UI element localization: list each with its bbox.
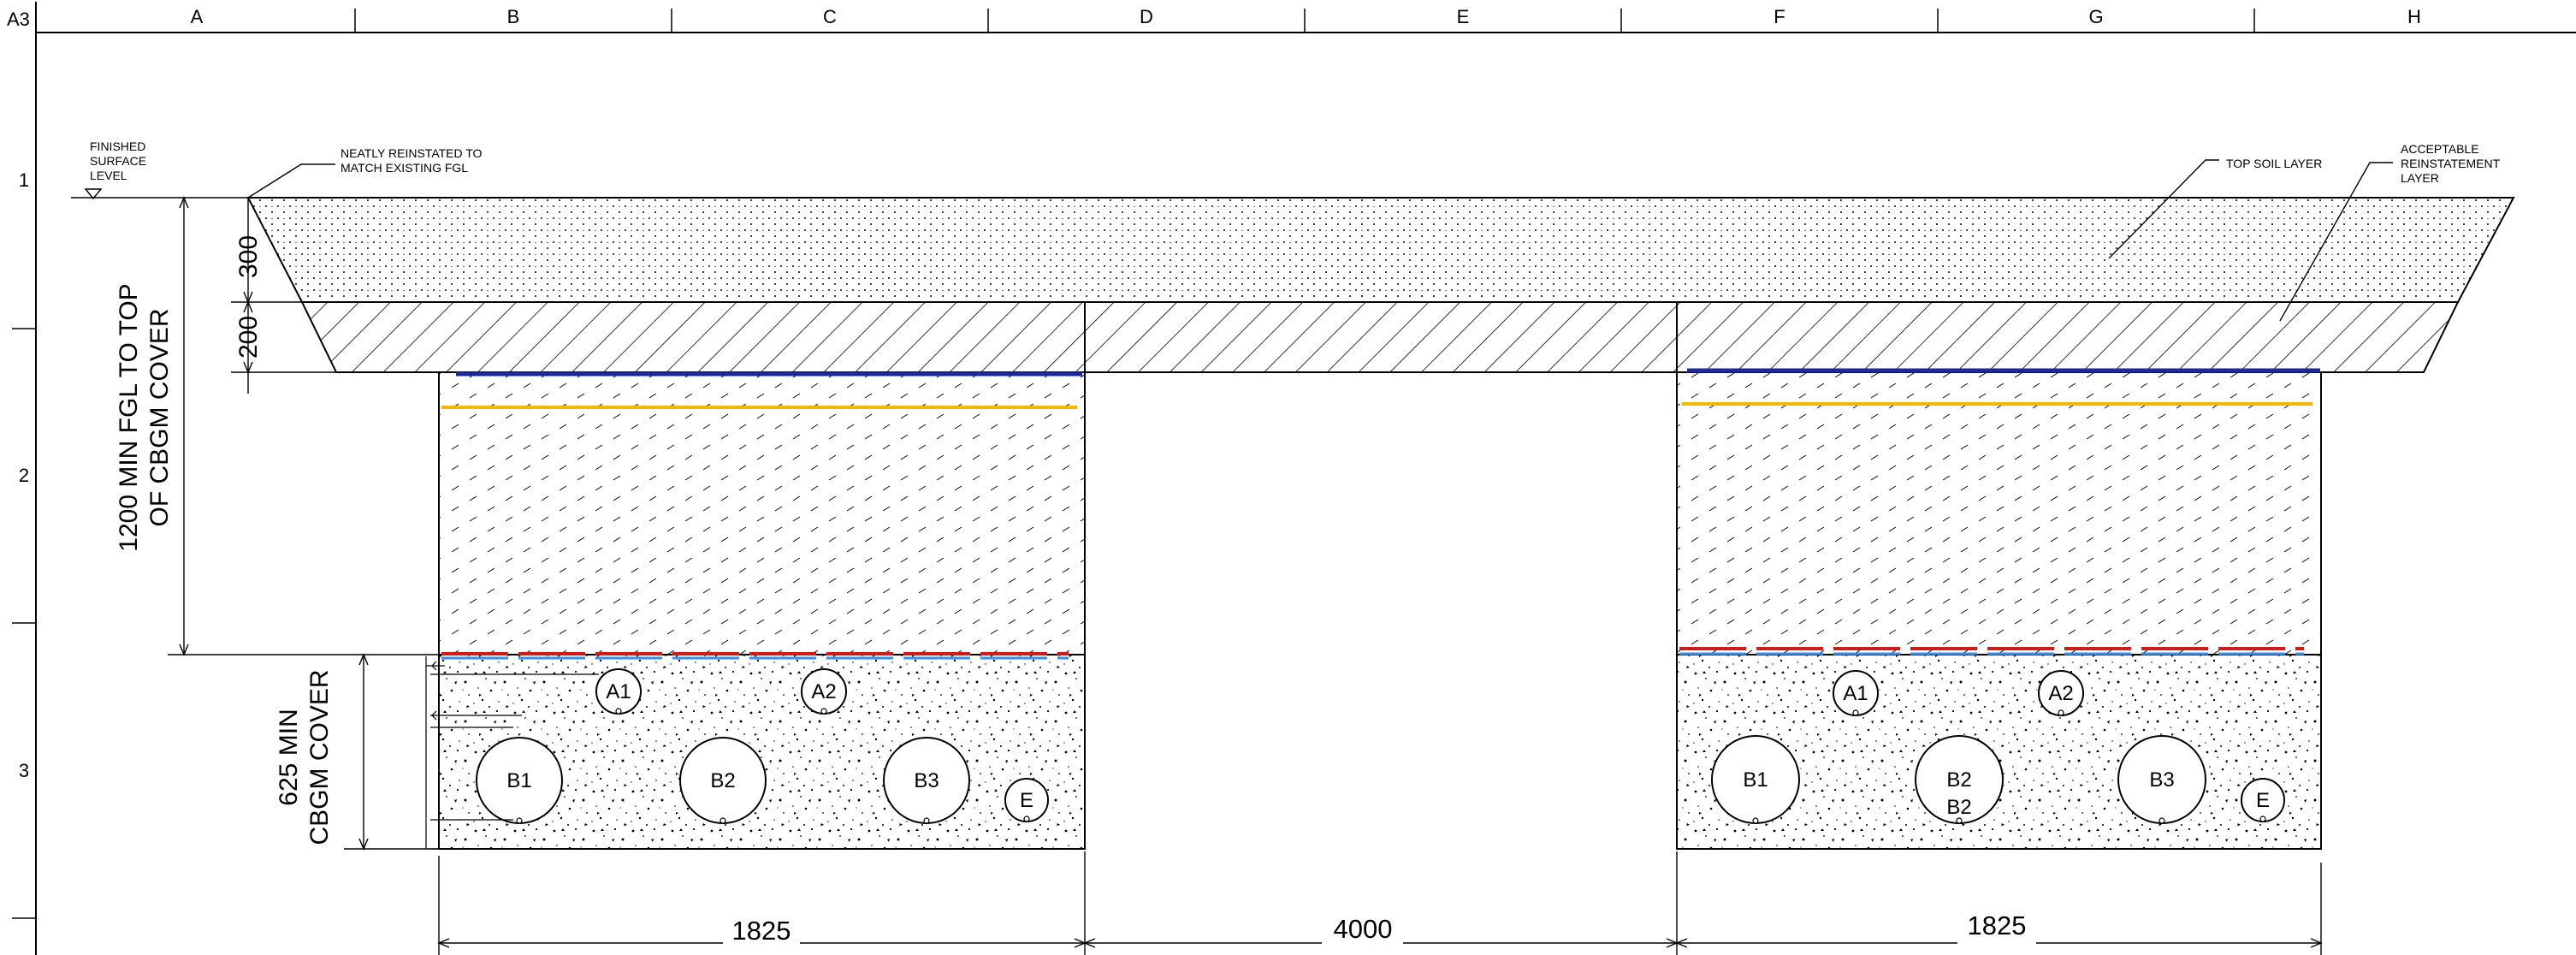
reinstatement-note-line3: LAYER [2401, 171, 2439, 185]
dimension-right-trench-width: 1825 [1968, 911, 2027, 940]
right-cable-e-core [2259, 816, 2266, 822]
left-cable-b1: B1 [476, 737, 563, 824]
dimension-fgl-line2: OF CBGM COVER [145, 308, 174, 526]
column-label-e: E [1457, 6, 1470, 27]
column-label-a: A [191, 6, 204, 27]
column-label-f: F [1774, 6, 1785, 27]
right-cable-e: E [2241, 778, 2285, 822]
fsl-note-line2: SURFACE [90, 154, 146, 168]
fsl-note-line1: FINISHED [90, 139, 145, 153]
right-cable-b1-label: B1 [1743, 768, 1768, 792]
left-cable-a2-label: A2 [811, 680, 836, 703]
right-cable-a1: A1 [1833, 670, 1879, 716]
right-backfill [1676, 371, 2322, 655]
dimension-trench-gap: 4000 [1334, 914, 1393, 944]
topsoil-note: TOP SOIL LAYER [2226, 157, 2322, 170]
row-label-2: 2 [19, 465, 29, 486]
column-label-g: G [2088, 6, 2103, 27]
dimension-fgl-line1: 1200 MIN FGL TO TOP [115, 283, 143, 551]
sheet-size-label: A3 [7, 9, 30, 30]
left-cable-b2-core [720, 817, 726, 824]
fsl-note-line3: LEVEL [90, 169, 127, 182]
left-backfill [438, 371, 1086, 655]
reinstatement-layer [300, 301, 2460, 373]
right-cable-b1-core [1752, 817, 1759, 824]
right-trench [1676, 368, 2322, 850]
column-label-h: H [2407, 6, 2421, 27]
left-cable-e-label: E [1020, 789, 1033, 812]
row-label-3: 3 [19, 760, 29, 781]
reinstated-note-line2: MATCH EXISTING FGL [341, 161, 468, 175]
annotation-topsoil: TOP SOIL LAYER [2108, 157, 2322, 259]
sheet-frame: A3 A B C D E F G H 1 2 3 [7, 2, 2576, 955]
finished-surface-level-marker [71, 188, 248, 200]
left-cable-b2: B2 [679, 737, 767, 824]
left-cable-a2-core [820, 708, 827, 715]
right-cable-a2-label: A2 [2048, 682, 2073, 705]
dimension-cbgm-line2: CBGM COVER [305, 669, 334, 845]
dimension-cbgm-line1: 625 MIN [275, 709, 303, 805]
dimension-left-trench-width: 1825 [732, 916, 791, 946]
right-cable-a2-core [2058, 709, 2064, 716]
right-cable-b3: B3 [2117, 735, 2206, 824]
reinstatement-note-line1: ACCEPTABLE [2401, 142, 2479, 156]
dimension-reinstatement-200: 200 [234, 316, 263, 359]
annotation-reinstatement: ACCEPTABLE REINSTATEMENT LAYER [2279, 142, 2501, 322]
annotation-fsl: FINISHED SURFACE LEVEL [90, 139, 146, 182]
left-cable-b1-label: B1 [506, 769, 531, 792]
reinstatement-note-line2: REINSTATEMENT [2401, 157, 2501, 170]
left-cable-b1-core [516, 817, 523, 824]
right-cable-b2-label: B2 [1946, 768, 1971, 792]
right-cable-a1-label: A1 [1843, 682, 1868, 705]
left-cable-a1-core [615, 708, 622, 715]
column-label-d: D [1140, 6, 1153, 27]
left-cable-e-core [1023, 816, 1030, 822]
right-cable-group: A1 A2 B1 B2 B3 E B2 [1711, 670, 2285, 824]
left-cable-a2: A2 [801, 668, 847, 715]
column-label-c: C [823, 6, 837, 27]
row-label-1: 1 [19, 169, 29, 191]
right-cable-b2-extra-label: B2 [1946, 796, 1971, 819]
left-cable-a1: A1 [595, 668, 642, 715]
left-cable-b2-label: B2 [710, 769, 735, 792]
vertical-dimension-lines [168, 196, 439, 851]
left-cable-b3-label: B3 [914, 769, 939, 792]
annotation-reinstated: NEATLY REINSTATED TO MATCH EXISTING FGL [247, 146, 483, 199]
left-cable-e: E [1004, 778, 1049, 822]
column-label-b: B [507, 6, 520, 27]
left-cable-group: A1 A2 B1 B2 B3 E [476, 668, 1049, 824]
right-cable-b3-core [2159, 817, 2165, 824]
left-cable-b3-core [923, 817, 930, 824]
dimension-topsoil-300: 300 [234, 235, 263, 278]
reinstated-note-line1: NEATLY REINSTATED TO [341, 146, 483, 160]
right-cable-b2: B2 [1915, 735, 2004, 824]
top-soil-layer [246, 197, 2515, 303]
right-cable-b1: B1 [1711, 735, 1800, 824]
horizontal-dimension-lines [437, 851, 2323, 955]
right-cable-a2: A2 [2038, 670, 2084, 716]
right-cable-e-label: E [2256, 789, 2270, 812]
right-cable-b3-label: B3 [2149, 768, 2174, 792]
right-cable-b2-core [1956, 817, 1963, 824]
left-cable-a1-label: A1 [606, 680, 631, 703]
right-cable-a1-core [1852, 709, 1859, 716]
left-trench [438, 371, 1086, 850]
left-cable-b3: B3 [883, 737, 970, 824]
